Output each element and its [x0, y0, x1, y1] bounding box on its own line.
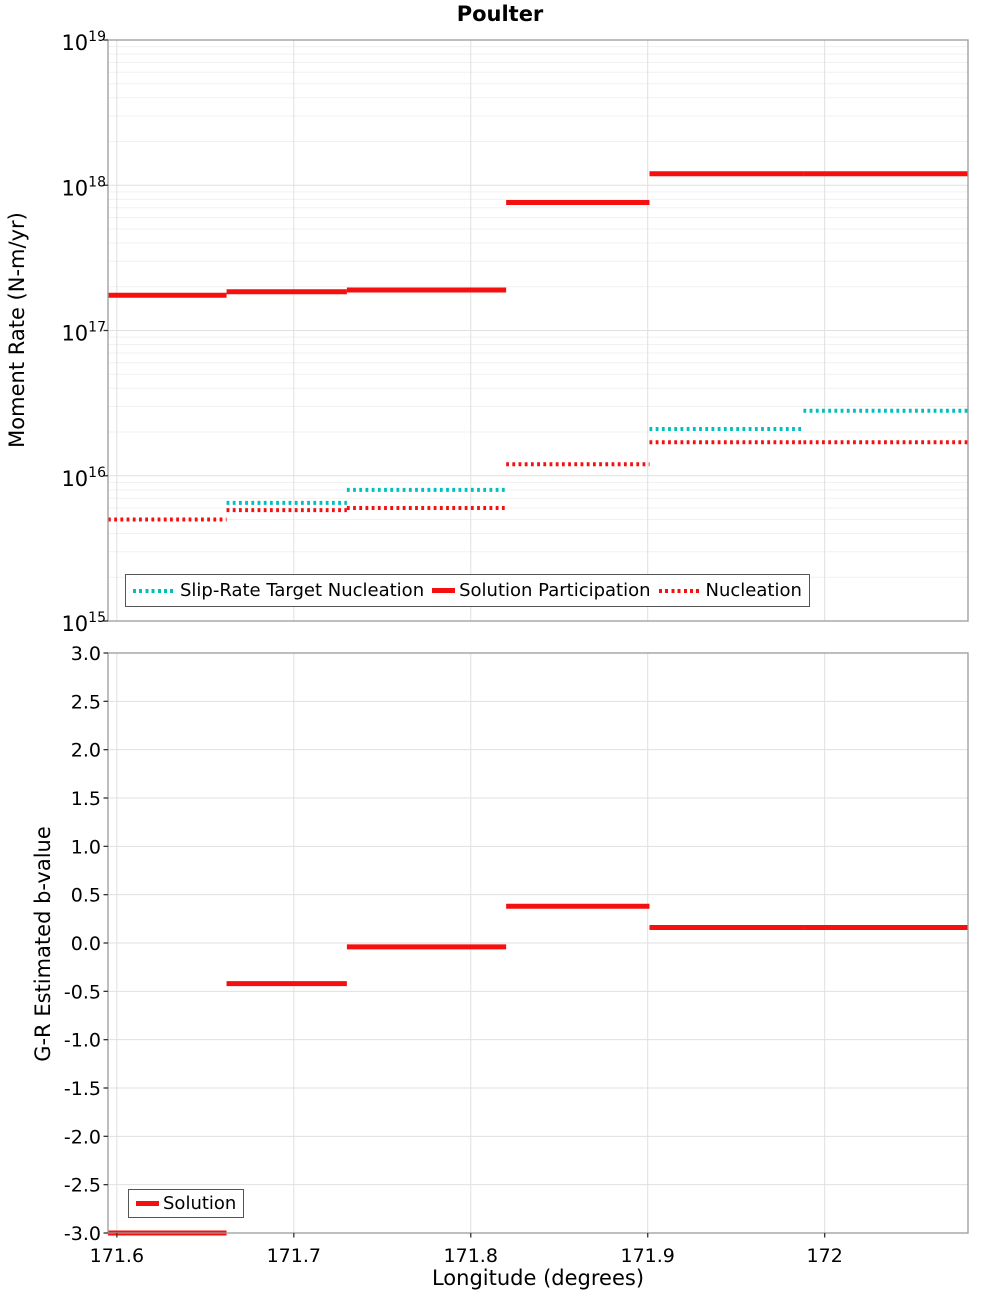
- y-tick-label: -1.0: [64, 1030, 101, 1052]
- y-tick-label: 2.5: [71, 691, 101, 713]
- red-solid-line-swatch: [432, 588, 456, 593]
- x-tick-label: 171.9: [621, 1245, 675, 1267]
- b-value-y-axis-label: G-R Estimated b-value: [31, 826, 55, 1062]
- moment-rate-legend: Slip-Rate Target Nucleation Solution Par…: [125, 574, 810, 607]
- y-tick-label: -2.5: [64, 1175, 101, 1197]
- y-tick-label: 1.0: [71, 836, 101, 858]
- legend-label: Solution: [163, 1192, 237, 1214]
- cyan-dotted-line-swatch: [133, 588, 176, 593]
- y-tick-label: 3.0: [71, 643, 101, 665]
- x-axis-label: Longitude (degrees): [431, 1266, 645, 1290]
- b-value-legend: Solution: [128, 1189, 245, 1218]
- y-tick-label: 2.0: [71, 740, 101, 762]
- y-tick-label: -1.5: [64, 1078, 101, 1100]
- y-tick-label: 0.5: [71, 885, 101, 907]
- x-tick-label: 172: [807, 1245, 843, 1267]
- x-tick-label: 171.8: [444, 1245, 498, 1267]
- legend-item: Nucleation: [658, 579, 802, 601]
- red-dotted-line-swatch: [658, 588, 702, 593]
- y-tick-label: 1019: [61, 29, 106, 55]
- y-tick-label: 1015: [61, 610, 106, 636]
- legend-item: Slip-Rate Target Nucleation: [133, 579, 425, 601]
- x-tick-label: 171.6: [90, 1245, 144, 1267]
- legend-item: Solution: [136, 1192, 237, 1214]
- y-tick-label: -0.5: [64, 981, 101, 1003]
- y-tick-label: 1.5: [71, 788, 101, 810]
- red-solid-line-swatch: [136, 1201, 159, 1206]
- y-tick-label: -2.0: [64, 1126, 101, 1148]
- legend-label: Nucleation: [705, 579, 802, 601]
- y-tick-label: 0.0: [71, 933, 101, 955]
- x-tick-label: 171.7: [267, 1245, 321, 1267]
- chart-title: Poulter: [456, 2, 544, 26]
- y-tick-label: 1016: [61, 465, 106, 491]
- y-tick-label: 1017: [61, 320, 106, 346]
- y-tick-label: -3.0: [64, 1223, 101, 1245]
- y-tick-label: 1018: [61, 174, 106, 200]
- legend-item: Solution Participation: [432, 579, 651, 601]
- moment-rate-y-axis-label: Moment Rate (N-m/yr): [5, 212, 29, 448]
- legend-label: Solution Participation: [459, 579, 651, 601]
- legend-label: Slip-Rate Target Nucleation: [180, 579, 425, 601]
